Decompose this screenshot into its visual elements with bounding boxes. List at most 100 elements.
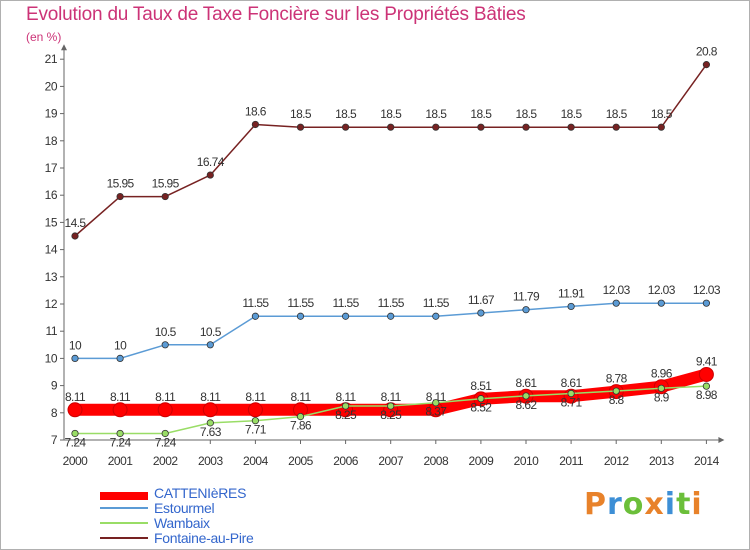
unit-label: (en %) [26,30,62,44]
data-point [341,402,350,410]
data-point [71,354,79,362]
data-point [116,192,124,201]
data-label: 11.67 [468,293,495,307]
y-tick-label: 19 [45,107,58,121]
y-tick-label: 13 [45,270,58,284]
data-label: 11.91 [558,286,585,300]
data-label: 18.5 [290,107,312,121]
x-tick-label: 2012 [604,454,630,468]
x-tick-label: 2003 [198,454,224,468]
data-point [387,402,395,410]
data-point [67,402,83,418]
data-point [698,366,714,382]
data-point [387,312,395,320]
legend-swatch [100,492,148,500]
data-point [522,123,530,131]
data-label: 11.55 [423,296,450,310]
data-label: 8.11 [155,390,176,404]
data-point [251,120,259,129]
x-tick-label: 2005 [288,454,314,468]
legend-label: Estourmel [154,500,215,516]
data-point [612,299,620,307]
data-point [702,299,711,307]
data-point [296,312,305,320]
data-label: 8.71 [561,395,583,409]
data-point [161,429,169,438]
data-label: 8.25 [335,408,357,422]
x-tick-label: 2001 [108,454,134,468]
data-label: 8.61 [516,376,538,390]
data-label: 7.63 [200,425,222,439]
data-label: 14.5 [65,216,87,230]
data-label: 10 [69,338,82,352]
y-tick-label: 15 [45,215,58,229]
data-label: 20.8 [696,45,718,59]
y-tick-label: 10 [45,351,58,365]
data-point [432,399,440,407]
legend-label: CATTENIèRES [154,485,247,501]
data-point [157,402,173,418]
data-point [116,354,124,362]
data-label: 8.25 [380,408,402,422]
data-label: 11.55 [378,296,405,310]
legend-label: Fontaine-au-Pire [154,530,254,546]
y-tick-label: 9 [51,379,58,393]
data-point [702,61,711,69]
data-label: 11.79 [513,290,540,304]
data-point [206,171,214,179]
data-label: 18.5 [380,107,402,121]
data-label: 8.11 [426,390,447,404]
x-axis-arrow [718,437,725,443]
x-tick-label: 2000 [63,454,89,468]
data-label: 7.24 [155,435,177,449]
data-label: 11.55 [333,296,360,310]
data-label: 18.5 [470,107,492,121]
data-point [657,384,665,392]
data-label: 8.98 [696,388,718,402]
x-tick-label: 2011 [559,454,584,468]
data-point [612,123,620,131]
data-label: 16.74 [197,155,225,169]
y-tick-label: 20 [45,79,58,93]
y-tick-label: 11 [46,324,58,338]
data-label: 7.24 [65,435,87,449]
y-tick-label: 8 [51,406,58,420]
data-label: 8.62 [516,398,538,412]
x-tick-label: 2009 [469,454,495,468]
data-label: 18.5 [561,107,583,121]
data-point [657,123,665,131]
data-label: 18.5 [516,107,538,121]
x-tick-label: 2008 [423,454,449,468]
data-point [202,402,218,418]
data-label: 18.5 [425,107,447,121]
data-label: 8.11 [336,390,357,404]
legend-swatch [100,522,148,524]
data-point [522,306,530,314]
data-label: 9.41 [696,354,718,368]
data-label: 12.03 [603,283,631,297]
y-axis-arrow [61,44,67,51]
data-point [657,299,665,307]
data-label: 7.71 [245,423,267,437]
data-point [247,402,263,418]
data-label: 8.78 [606,372,628,386]
data-point [341,123,350,131]
legend-swatch [100,507,148,509]
data-point [116,429,124,438]
data-label: 7.86 [290,419,312,433]
data-point [477,309,485,317]
data-point [341,312,350,320]
data-point [296,123,305,131]
data-point [702,382,711,390]
data-label: 10.5 [200,325,222,339]
data-point [251,312,259,320]
data-point [161,192,169,201]
chart-title: Evolution du Taux de Taxe Foncière sur l… [26,4,526,25]
legend-swatch [100,537,148,539]
y-tick-label: 7 [51,433,58,447]
data-point [432,312,440,320]
y-tick-label: 21 [45,52,58,66]
y-tick-label: 17 [45,161,58,175]
y-tick-label: 16 [45,188,58,202]
